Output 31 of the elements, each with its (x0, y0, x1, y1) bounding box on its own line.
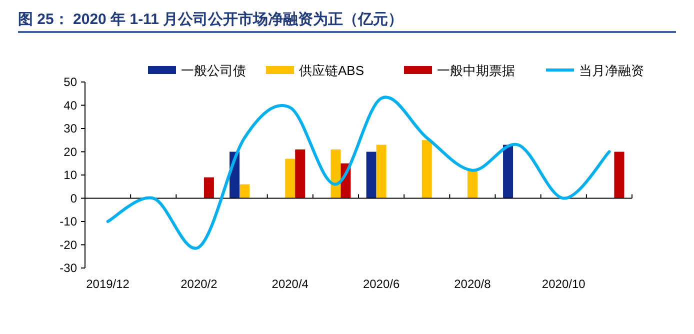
y-tick-label: 20 (64, 144, 78, 159)
legend-label: 一般中期票据 (437, 63, 515, 78)
y-tick-label: -30 (60, 261, 78, 275)
chart-title: 图 25： 2020 年 1-11 月公司公开市场净融资为正（亿元） (18, 10, 404, 28)
bar (467, 170, 478, 198)
legend-label: 一般公司债 (181, 63, 246, 78)
x-tick-label: 2019/12 (86, 277, 130, 291)
x-tick-label: 2020/2 (180, 277, 218, 291)
y-tick-label: -10 (60, 214, 78, 228)
legend-label: 当月净融资 (579, 63, 644, 78)
y-tick-label: 40 (64, 98, 78, 112)
y-tick-label: 50 (64, 75, 78, 89)
x-tick-label: 2020/8 (454, 277, 492, 291)
bar (204, 177, 214, 198)
legend-label: 供应链ABS (299, 63, 364, 78)
y-tick-label: -20 (60, 238, 78, 252)
x-tick-label: 2020/10 (542, 277, 586, 291)
bar (503, 144, 514, 198)
x-tick-label: 2020/4 (272, 277, 309, 291)
y-tick-label: 10 (64, 168, 78, 182)
bar (614, 152, 624, 198)
bar (422, 140, 432, 198)
bar (330, 149, 341, 198)
bar (285, 158, 296, 198)
y-tick-label: 0 (70, 191, 78, 206)
x-tick-label: 2020/6 (362, 277, 400, 291)
bar (240, 184, 250, 198)
bar (295, 149, 306, 198)
bar (376, 144, 386, 198)
bar (366, 152, 376, 198)
y-tick-label: 30 (64, 122, 78, 136)
